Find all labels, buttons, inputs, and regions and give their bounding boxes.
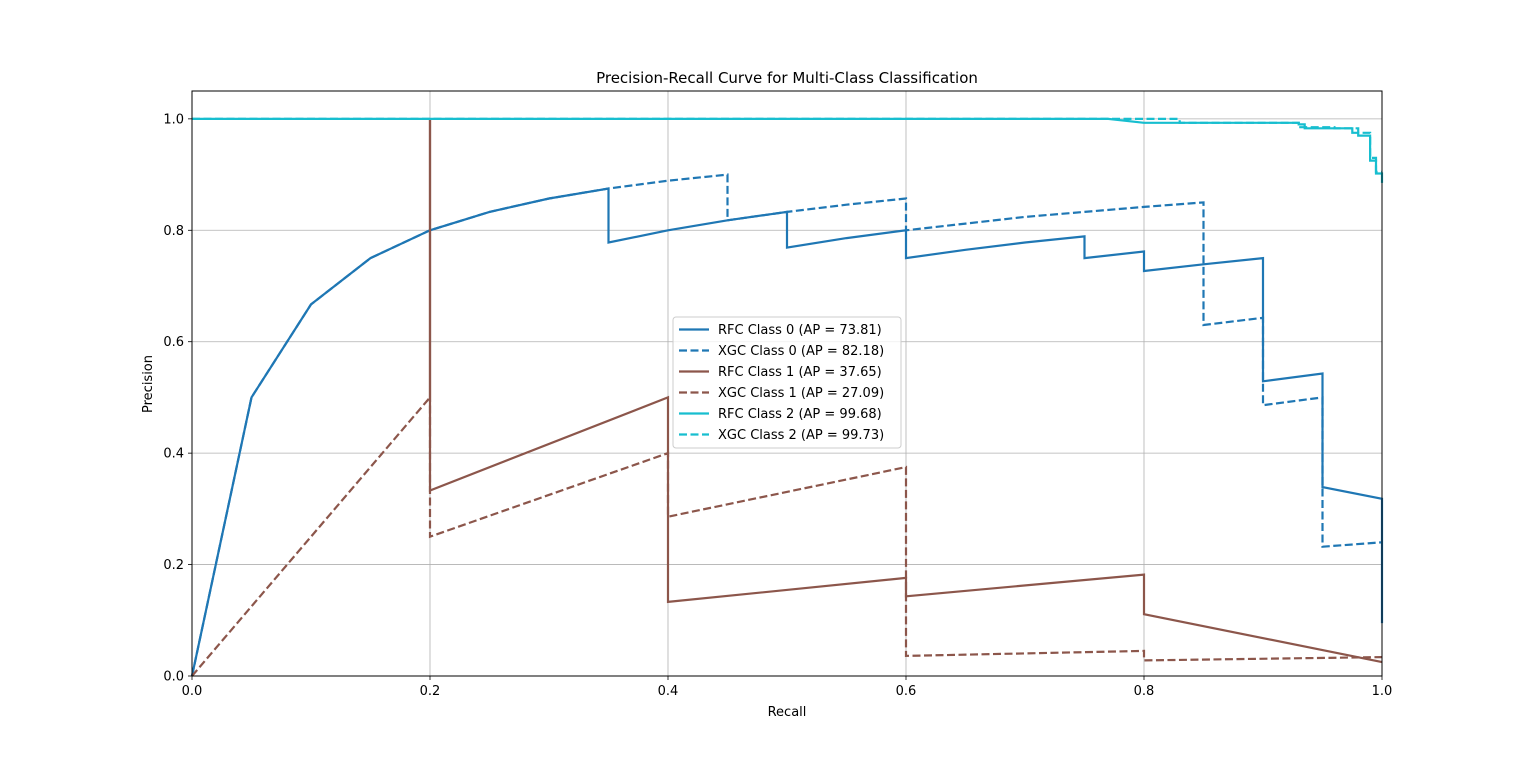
y-tick-label: 0.6 [163, 335, 184, 350]
legend-label-1: XGC Class 0 (AP = 82.18) [718, 344, 884, 359]
plot-frame [191, 90, 1383, 677]
series-line-3 [191, 118, 1383, 677]
x-tick-label: 0.0 [182, 684, 203, 699]
series-line-5 [192, 117, 1382, 173]
y-axis-label: Precision [141, 355, 156, 413]
legend-label-5: XGC Class 2 (AP = 99.73) [718, 428, 884, 443]
y-tick-label: 0.0 [163, 670, 184, 685]
legend-label-0: RFC Class 0 (AP = 73.81) [718, 323, 882, 338]
x-tick-label: 0.6 [896, 684, 917, 699]
y-tick-label: 0.2 [163, 558, 184, 573]
series-line-1 [190, 173, 1383, 677]
x-axis-label: Recall [768, 705, 807, 720]
x-tick-label: 0.8 [1134, 684, 1155, 699]
axis-ticks: 0.0 0.2 0.4 0.6 0.8 1.0 0.0 0.2 0.4 0.6 0.8 1.0 [163, 112, 1392, 699]
y-tick-label: 0.4 [163, 447, 184, 462]
legend-box [672, 316, 902, 449]
legend-label-2: RFC Class 1 (AP = 37.65) [718, 365, 882, 380]
legend: RFC Class 0 (AP = 73.81) XGC Class 0 (AP … [672, 316, 902, 449]
chart-title: Precision-Recall Curve for Multi-Class C… [596, 69, 978, 87]
series-lines [190, 117, 1384, 677]
legend-label-3: XGC Class 1 (AP = 27.09) [718, 386, 884, 401]
x-tick-label: 0.2 [420, 684, 441, 699]
y-tick-label: 1.0 [163, 112, 184, 127]
x-tick-label: 1.0 [1372, 684, 1393, 699]
legend-label-4: RFC Class 2 (AP = 99.68) [718, 407, 882, 422]
y-tick-label: 0.8 [163, 224, 184, 239]
x-tick-label: 0.4 [658, 684, 679, 699]
